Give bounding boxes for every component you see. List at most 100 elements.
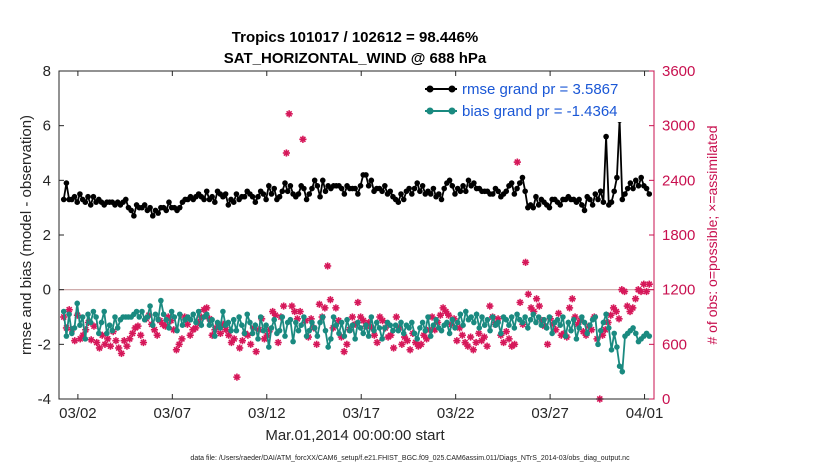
- bias-point: [538, 322, 545, 329]
- y-tick-label: 8: [43, 63, 51, 80]
- obs-point: [521, 258, 530, 266]
- rmse-point: [357, 183, 364, 189]
- bias-point: [198, 322, 205, 329]
- obs-point: [225, 331, 233, 339]
- bias-point: [400, 330, 407, 337]
- bias-point: [533, 319, 539, 326]
- bias-point: [530, 311, 537, 318]
- bias-point: [303, 333, 310, 339]
- rmse-point: [608, 199, 615, 205]
- bias-point: [606, 325, 612, 331]
- obs-point: [271, 311, 280, 319]
- x-tick-label: 03/17: [342, 405, 380, 422]
- y-tick-label: -4: [38, 391, 51, 408]
- x-tick-label: 03/27: [531, 405, 569, 422]
- obs-point: [472, 338, 480, 347]
- rmse-point: [225, 202, 232, 208]
- bias-point: [322, 327, 329, 334]
- bias-point: [203, 311, 210, 318]
- bias-point: [425, 314, 431, 320]
- bias-point: [363, 322, 369, 329]
- bias-point: [632, 330, 639, 337]
- rmse-point: [535, 202, 542, 208]
- bias-point: [489, 314, 496, 320]
- obs-point: [134, 322, 142, 330]
- bias-point: [333, 322, 340, 329]
- bias-point: [446, 330, 453, 337]
- obs-point: [106, 342, 115, 350]
- legend-bias-marker-2: [448, 107, 456, 115]
- rmse-point: [368, 177, 375, 184]
- bias-point: [444, 319, 450, 326]
- bias-point: [427, 333, 434, 339]
- obs-point: [321, 304, 329, 312]
- bias-point: [282, 333, 288, 339]
- obs-point: [123, 342, 131, 350]
- bias-point: [301, 314, 307, 320]
- bias-point: [101, 308, 107, 315]
- rmse-point: [460, 183, 466, 189]
- rmse-point: [406, 185, 412, 192]
- obs-point: [172, 346, 181, 354]
- bias-point: [527, 316, 534, 323]
- bias-point: [360, 330, 367, 337]
- obs-point: [282, 149, 290, 157]
- rmse-point: [514, 185, 520, 192]
- x-axis-label: Mar.01,2014 00:00:00 start: [265, 427, 445, 444]
- rmse-point: [589, 202, 596, 208]
- bias-point: [317, 319, 323, 326]
- bias-point: [330, 314, 337, 320]
- rmse-point: [363, 172, 369, 178]
- obs-point: [216, 329, 225, 337]
- obs-point: [120, 337, 128, 345]
- bias-point: [473, 311, 480, 318]
- rmse-point: [311, 177, 318, 184]
- rmse-point: [131, 213, 137, 219]
- bias-point: [171, 314, 178, 320]
- bias-point: [257, 314, 264, 320]
- y-right-tick-label: 3600: [662, 63, 695, 80]
- bias-point: [290, 338, 296, 345]
- bias-point: [438, 327, 445, 334]
- bias-point: [570, 316, 577, 323]
- rmse-point: [82, 199, 89, 205]
- bias-point: [292, 319, 299, 326]
- bias-point: [306, 327, 313, 334]
- y-axis-label: rmse and bias (model - observation): [18, 115, 35, 355]
- y-tick-label: 2: [43, 227, 51, 244]
- obs-point: [499, 338, 508, 347]
- bias-point: [417, 325, 423, 331]
- bias-point: [90, 308, 97, 315]
- bias-point: [430, 322, 437, 329]
- bias-point: [608, 347, 615, 353]
- rmse-point: [441, 185, 447, 192]
- bias-point: [414, 336, 421, 342]
- bias-point: [295, 327, 302, 334]
- rmse-point: [411, 185, 418, 192]
- rmse-point: [249, 193, 256, 200]
- rmse-point: [603, 133, 609, 140]
- bias-point: [541, 316, 547, 323]
- rmse-point: [427, 191, 434, 197]
- rmse-point: [516, 180, 523, 186]
- rmse-point: [630, 185, 636, 192]
- bias-point: [379, 336, 385, 342]
- rmse-point: [203, 188, 210, 195]
- y-tick-label: 4: [43, 172, 51, 189]
- obs-point: [444, 311, 453, 319]
- obs-point: [236, 344, 244, 352]
- bias-point: [487, 327, 493, 334]
- obs-point: [354, 298, 362, 307]
- bias-point: [597, 327, 604, 334]
- bias-point: [298, 322, 304, 329]
- obs-point: [612, 307, 620, 316]
- bias-point: [136, 314, 143, 320]
- rmse-point: [489, 191, 496, 197]
- rmse-point: [74, 199, 81, 205]
- bias-point: [276, 327, 283, 334]
- bias-point: [195, 308, 202, 315]
- bias-point: [328, 336, 334, 342]
- rmse-point: [597, 188, 604, 195]
- bias-point: [484, 316, 491, 323]
- obs-point: [299, 135, 307, 143]
